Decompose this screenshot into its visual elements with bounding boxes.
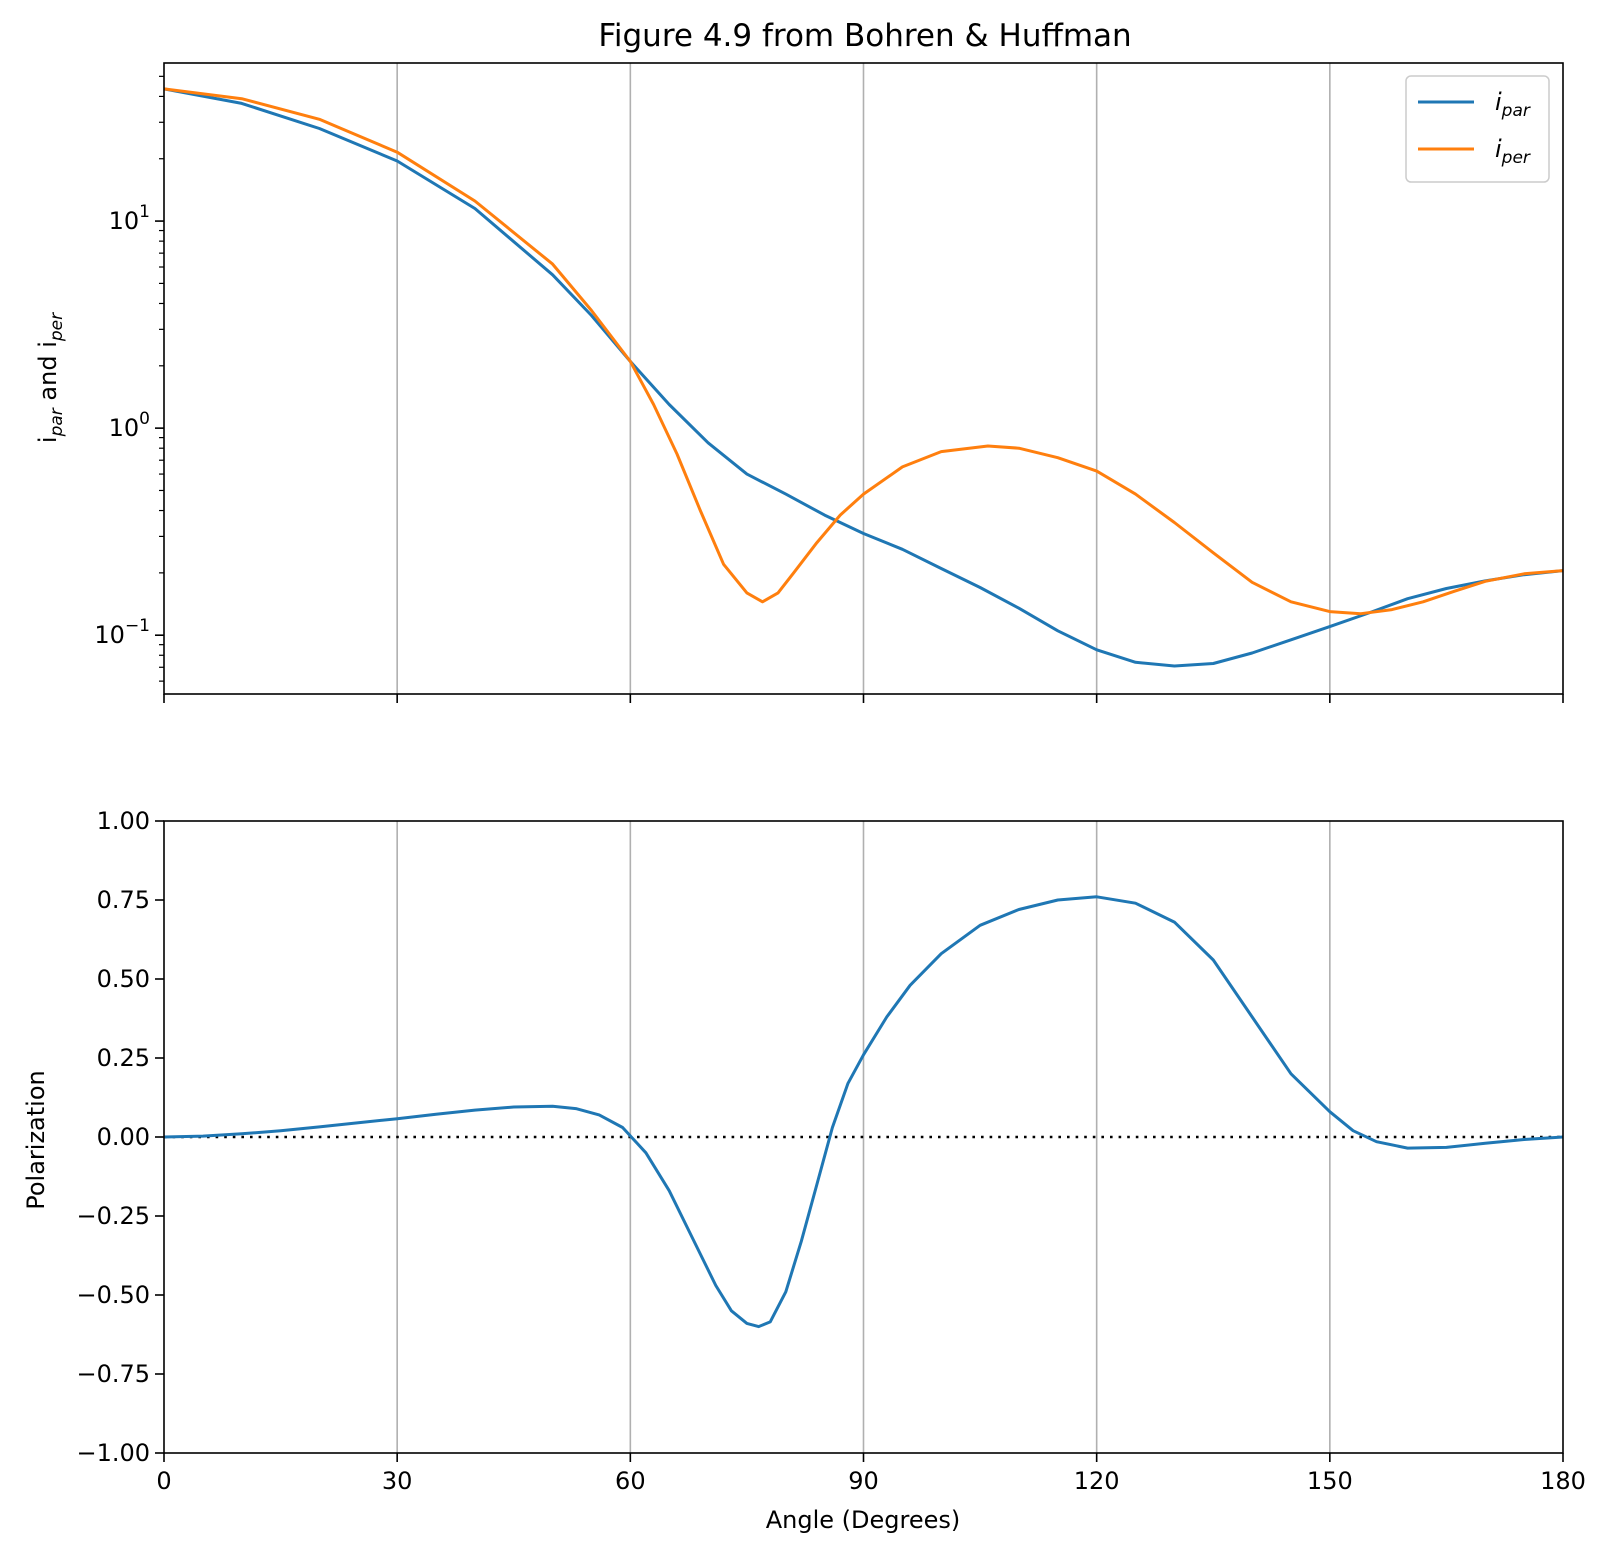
top-y-ticks: 101 100 10−1 (94, 75, 164, 682)
top-ylabel-sub-b: per (47, 312, 67, 342)
bottom-y-tick-label: 0.25 (97, 1044, 150, 1072)
bottom-x-ticks: 0 30 60 90 120 150 180 (156, 1453, 1586, 1495)
chart-title: Figure 4.9 from Bohren & Huffman (598, 18, 1131, 54)
series-line-i-par (163, 87, 1564, 668)
top-ylabel-main-a: i (34, 436, 62, 443)
bottom-x-tick-label: 120 (1074, 1467, 1120, 1495)
top-series-group (163, 87, 1564, 668)
bottom-x-tick-label: 180 (1540, 1467, 1586, 1495)
bottom-y-tick-label: −0.25 (76, 1202, 150, 1230)
series-line-polarization (163, 895, 1564, 1329)
top-y-tick-label: 101 (109, 202, 150, 235)
bottom-y-tick-label: −1.00 (76, 1439, 150, 1467)
legend: ipar iper (1405, 75, 1550, 183)
bottom-y-tick-label: 1.00 (97, 807, 150, 835)
legend-label-ipar: ipar (1495, 88, 1531, 121)
top-ylabel-mid: and i (34, 341, 62, 408)
bottom-y-ticks: −1.00 −0.75 −0.50 −0.25 0.00 0.25 0.50 0.75 1.00 (76, 807, 164, 1467)
bottom-x-tick-label: 150 (1307, 1467, 1353, 1495)
bottom-series-group (163, 895, 1564, 1329)
bottom-y-tick-label: −0.75 (76, 1360, 150, 1388)
bottom-x-tick-label: 0 (156, 1467, 171, 1495)
series-line-i-per (163, 87, 1564, 616)
top-x-ticks (163, 694, 1564, 703)
top-y-axis-label: ipar and iper (34, 312, 67, 443)
legend-label-iper: iper (1495, 135, 1531, 168)
bottom-x-tick-label: 30 (382, 1467, 413, 1495)
bottom-x-tick-label: 90 (848, 1467, 879, 1495)
bottom-y-axis-label: Polarization (22, 1070, 50, 1210)
bottom-x-axis-label: Angle (Degrees) (766, 1506, 961, 1534)
bottom-y-tick-label: 0.75 (97, 886, 150, 914)
top-y-tick-label: 100 (109, 409, 150, 442)
top-ylabel-sub-a: par (47, 407, 67, 437)
top-y-tick-label: 10−1 (94, 616, 150, 649)
top-gridlines (396, 63, 1331, 694)
bottom-y-tick-label: −0.50 (76, 1281, 150, 1309)
bottom-y-tick-label: 0.00 (97, 1123, 150, 1151)
bottom-y-tick-label: 0.50 (97, 965, 150, 993)
bottom-x-tick-label: 60 (615, 1467, 646, 1495)
